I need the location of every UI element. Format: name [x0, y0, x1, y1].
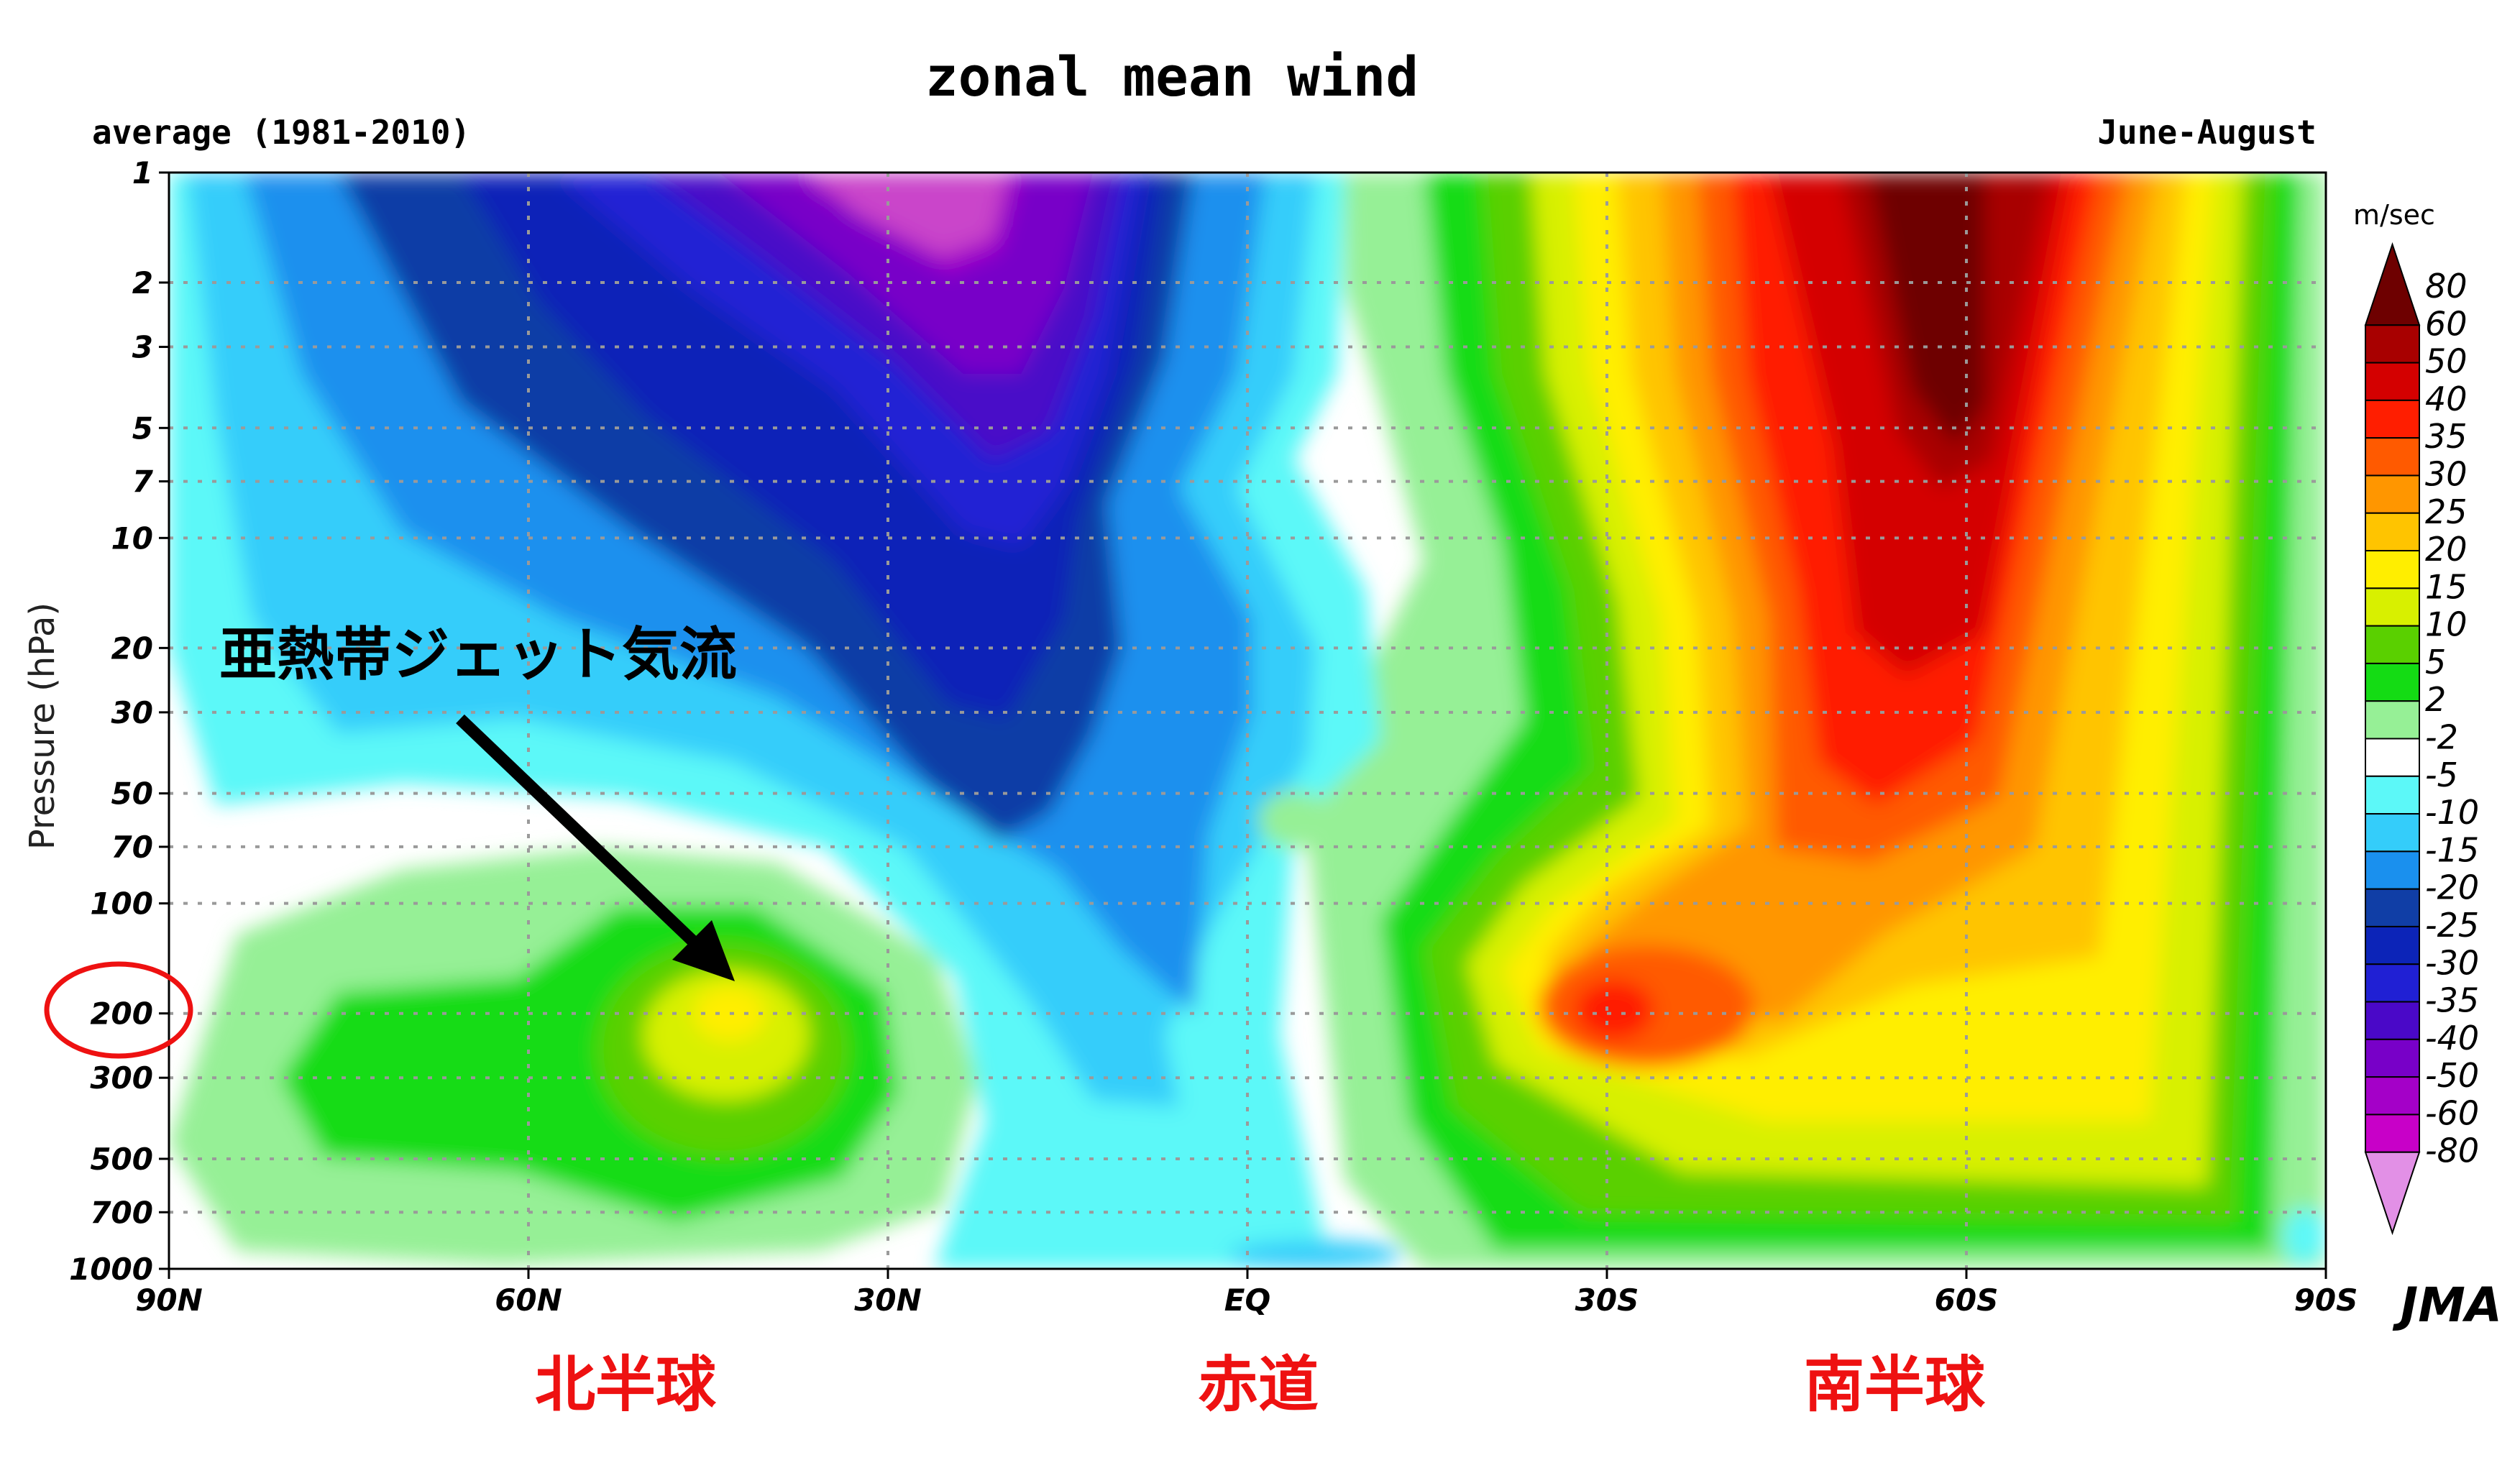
label-equator: 赤道: [1198, 1349, 1319, 1420]
wind-field: [169, 173, 2326, 1269]
y-tick-label: 2: [132, 265, 153, 300]
colorbar-swatch: [2365, 888, 2420, 927]
colorbar-label: 50: [2425, 342, 2468, 381]
colorbar-swatch: [2365, 775, 2420, 815]
colorbar-swatch: [2364, 242, 2421, 326]
colorbar-label: 30: [2425, 454, 2468, 493]
colorbar-label: 80: [2425, 267, 2468, 306]
colorbar-swatch: [2365, 362, 2420, 401]
chart-subtitle-right: June-August: [2097, 113, 2317, 152]
field-level-40-jet: [1575, 980, 1654, 1040]
y-tick-label: 50: [111, 776, 153, 812]
colorbar-label: 25: [2425, 492, 2468, 531]
y-tick-label: 300: [90, 1060, 153, 1096]
chart-subtitle-left: average (1981-2010): [92, 113, 470, 152]
highlight-200hpa-circle: [44, 961, 193, 1059]
colorbar-swatch: [2365, 700, 2420, 740]
field-level-m80: [805, 173, 1007, 255]
colorbar-label: -15: [2425, 830, 2479, 869]
field-level-80: [1869, 173, 1984, 446]
colorbar-label: -2: [2425, 718, 2458, 757]
plot-area: 1 2 3 5 7 10 20 30 50 70 100 200 300 500 700 1000 90N 60…: [69, 155, 2358, 1318]
x-tick-label: 90N: [135, 1282, 203, 1318]
colorbar-swatch: [2365, 813, 2420, 853]
colorbar-swatch: [2365, 625, 2420, 664]
colorbar-swatch: [2364, 1151, 2421, 1236]
colorbar-swatch: [2365, 1038, 2420, 1078]
colorbar-label: 5: [2425, 643, 2446, 682]
colorbar-swatch: [2365, 1001, 2420, 1040]
y-tick-label: 700: [90, 1195, 153, 1230]
colorbar-label: -35: [2425, 981, 2479, 1020]
colorbar-swatch: [2365, 738, 2420, 777]
y-tick-label: 30: [111, 695, 153, 730]
y-tick-label: 200: [90, 996, 153, 1032]
colorbar-swatch: [2365, 587, 2420, 627]
jet-annotation-label: 亜熱帯ジェット気流: [219, 621, 737, 688]
colorbar-swatch: [2365, 437, 2420, 477]
sfc-easterly-eq: [1229, 1240, 1402, 1269]
x-tick-label: 30S: [1575, 1282, 1639, 1318]
colorbar-label: 20: [2425, 530, 2468, 569]
y-tick-label: 20: [111, 630, 153, 666]
y-tick-label: 7: [132, 464, 154, 500]
colorbar-swatch: [2365, 963, 2420, 1003]
colorbar-label: -60: [2425, 1093, 2479, 1132]
colorbar-swatch: [2365, 512, 2420, 552]
jet-annotation-arrow: [456, 714, 705, 954]
colorbar-label: 60: [2425, 304, 2468, 343]
colorbar-swatch: [2365, 850, 2420, 890]
colorbar-label: 35: [2425, 417, 2468, 456]
colorbar-label: -80: [2425, 1132, 2479, 1170]
chart-title: zonal mean wind: [925, 45, 1419, 109]
y-tick-label: 70: [111, 830, 153, 865]
colorbar-swatch: [2365, 1114, 2420, 1153]
colorbar: 8060504035302520151052-2-5-10-15-20-25-3…: [2364, 242, 2479, 1236]
colorbar-label: -50: [2425, 1056, 2479, 1095]
y-tick-label: 1: [132, 155, 153, 191]
colorbar-label: -10: [2425, 793, 2479, 832]
y-tick-label: 1000: [69, 1252, 153, 1287]
x-tick-label: 60S: [1935, 1282, 1999, 1318]
x-tick-label: 90S: [2294, 1282, 2358, 1318]
x-tick-label: 30N: [854, 1282, 922, 1318]
colorbar-swatch: [2365, 1076, 2420, 1116]
y-tick-label: 3: [132, 330, 153, 365]
strat-westerly-eq: [1258, 791, 1330, 848]
colorbar-label: 40: [2425, 380, 2468, 418]
colorbar-label: 2: [2425, 680, 2446, 719]
label-southern-hemisphere: 南半球: [1804, 1349, 1986, 1420]
colorbar-label: 15: [2425, 567, 2468, 606]
colorbar-label: -25: [2425, 906, 2479, 945]
colorbar-label: -40: [2425, 1019, 2479, 1057]
colorbar-unit: m/sec: [2353, 199, 2435, 231]
jet-annotation-arrowhead: [672, 920, 735, 981]
gridlines: [169, 173, 2326, 1269]
y-tick-label: 100: [90, 886, 153, 922]
colorbar-swatch: [2365, 399, 2420, 439]
colorbar-swatch: [2365, 925, 2420, 965]
y-tick-label: 10: [111, 520, 153, 556]
x-tick-label: EQ: [1224, 1282, 1270, 1318]
x-tick-label: 60N: [495, 1282, 562, 1318]
y-axis-label: Pressure (hPa): [22, 602, 63, 850]
colorbar-swatch: [2365, 662, 2420, 702]
x-axis-ticks: 90N 60N 30N EQ 30S 60S 90S: [135, 1269, 2358, 1318]
colorbar-label: -30: [2425, 943, 2479, 982]
jma-credit: JMA: [2393, 1277, 2502, 1333]
y-axis-ticks: 1 2 3 5 7 10 20 30 50 70 100 200 300 500 700 1000: [69, 155, 169, 1287]
y-tick-label: 500: [90, 1142, 153, 1177]
y-tick-label: 5: [132, 410, 153, 446]
colorbar-label: -5: [2425, 756, 2458, 794]
label-northern-hemisphere: 北半球: [535, 1349, 717, 1420]
colorbar-swatch: [2365, 474, 2420, 514]
colorbar-label: 10: [2425, 605, 2468, 644]
colorbar-swatch: [2365, 550, 2420, 589]
colorbar-label: -20: [2425, 868, 2479, 907]
sfc-easterly-pole: [2283, 1208, 2326, 1265]
colorbar-swatch: [2365, 324, 2420, 364]
